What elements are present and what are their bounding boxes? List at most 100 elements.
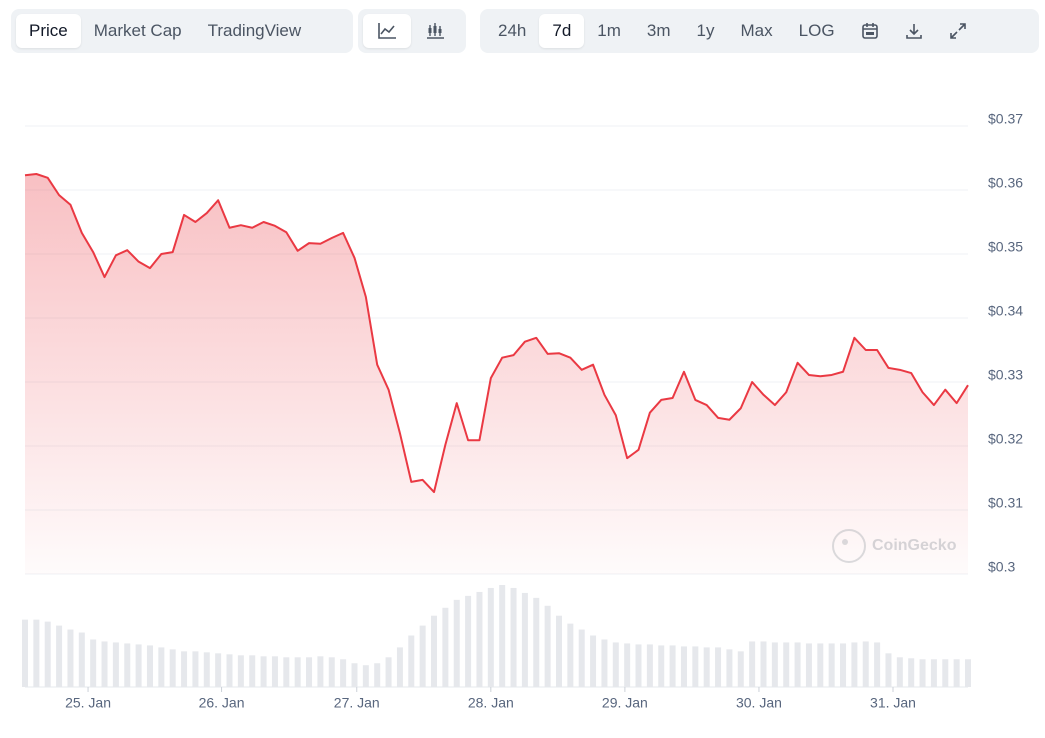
volume-bar [419,625,426,687]
volume-bar [601,639,608,687]
volume-bar [90,639,97,687]
volume-bar [715,647,722,687]
volume-bar [431,615,438,687]
volume-bar [101,641,108,687]
volume-bar [555,615,562,687]
watermark-text: CoinGecko [872,537,957,554]
volume-bar [953,659,960,687]
volume-bar [260,656,267,687]
download-icon[interactable] [892,14,936,48]
y-tick-label: $0.35 [988,239,1023,255]
y-tick-label: $0.33 [988,367,1023,383]
chart-style [358,9,466,53]
volume-bar [44,621,51,687]
volume-bar [896,657,903,687]
volume-bar [862,641,869,687]
volume-bar [783,642,790,687]
expand-icon[interactable] [936,14,980,48]
volume-bar [237,655,244,687]
x-tick-label: 30. Jan [736,695,782,711]
volume-bar [124,643,131,687]
volume-bar [78,632,85,687]
x-tick-label: 31. Jan [870,695,916,711]
line-icon[interactable] [363,14,411,48]
volume-bar [408,635,415,687]
volume-bar [112,642,119,687]
volume-bar [726,649,733,687]
volume-bar [760,641,767,687]
volume-bar [328,657,335,687]
x-tick-label: 28. Jan [468,695,514,711]
volume-bar [33,619,40,687]
volume-bar [965,659,971,687]
watermark: CoinGecko [832,529,957,563]
volume-bar [885,653,892,687]
x-tick-label: 25. Jan [65,695,111,711]
volume-bar [67,629,74,687]
tab[interactable]: Market Cap [93,21,182,40]
tab[interactable]: 1m [597,21,621,40]
volume-bar [521,592,528,687]
volume-bar [794,642,801,687]
volume-bar [749,641,756,687]
y-tick-label: $0.34 [988,303,1023,319]
volume-bar [590,635,597,687]
volume-bar [930,659,937,687]
volume-bar [465,595,472,687]
candle-icon[interactable] [411,14,459,48]
volume-bar [317,656,324,687]
view-tabs: Price Market Cap TradingView [11,9,353,53]
volume-bar [374,663,381,687]
y-tick-label: $0.31 [988,495,1023,511]
volume-bar [817,643,824,687]
tab[interactable]: Price [16,14,81,48]
price-area [25,174,968,574]
volume-bar [385,657,392,687]
volume-bar [908,658,915,687]
volume-bar [624,643,631,687]
x-tick-label: 29. Jan [602,695,648,711]
volume-bar [192,651,199,687]
volume-bar [840,643,847,687]
tab[interactable]: TradingView [207,21,302,40]
x-tick-label: 26. Jan [199,695,245,711]
volume-bar [658,645,665,687]
y-tick-label: $0.37 [988,111,1023,127]
calendar-icon[interactable] [848,14,892,48]
tab[interactable]: 3m [646,21,671,40]
volume-bar [737,651,744,687]
volume-bar [215,653,222,687]
volume-bar [203,652,210,687]
volume-bar [362,665,369,687]
x-tick-label: 27. Jan [334,695,380,711]
volume-bar [771,642,778,687]
volume-bar [249,655,256,687]
volume-bar [56,625,63,687]
volume-bar [22,619,28,687]
price-line [24,173,969,494]
tab[interactable]: 24h [498,21,527,40]
tab[interactable]: 7d [539,14,585,48]
volume-bar [544,605,551,687]
tab[interactable]: Max [740,21,773,40]
volume-bar [680,646,687,687]
volume-bar [533,597,540,687]
volume-bar [851,642,858,687]
volume-bar [828,643,835,687]
tab[interactable]: LOG [798,21,835,40]
tab[interactable]: 1y [696,21,715,40]
volume-bar [294,657,301,687]
volume-bar [146,645,153,687]
volume-bar [306,657,313,687]
volume-bar [635,644,642,687]
volume-bar [692,646,699,687]
volume-bar [135,644,142,687]
volume-bar [499,585,506,687]
volume-bar [271,656,278,687]
volume-bar [476,591,483,687]
volume-bar [396,647,403,687]
volume-bar [487,587,494,687]
volume-bar [442,607,449,687]
volume-bar [612,642,619,687]
